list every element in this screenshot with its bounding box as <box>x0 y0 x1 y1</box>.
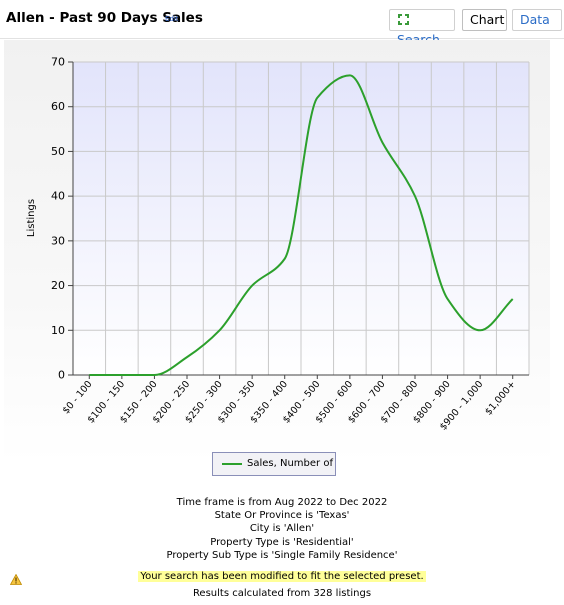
y-axis-label: Listings <box>26 199 37 237</box>
y-tick-label: 0 <box>58 369 65 382</box>
x-tick-label: $0 - 100 <box>61 379 95 416</box>
y-tick-label: 60 <box>51 100 65 113</box>
warning-message: Your search has been modified to fit the… <box>0 570 564 583</box>
info-line-city: City is 'Allen' <box>249 523 315 534</box>
y-tick-label: 70 <box>51 56 65 69</box>
info-line-property-sub-type: Property Sub Type is 'Single Family Resi… <box>166 550 398 561</box>
y-tick-label: 40 <box>51 190 65 203</box>
tab-chart-label: Chart <box>470 12 505 27</box>
edit-link[interactable]: Edit <box>165 15 179 23</box>
tab-data-label: Data <box>520 12 550 27</box>
search-expand-icon <box>397 12 410 32</box>
legend-series-label: Sales, Number of <box>247 458 333 469</box>
tab-chart[interactable]: Chart <box>462 9 507 31</box>
series-line-sales <box>89 74 514 376</box>
x-tick-label: $1,000+ <box>483 379 518 418</box>
info-line-timeframe: Time frame is from Aug 2022 to Dec 2022 <box>176 497 388 508</box>
y-tick-label: 10 <box>51 324 65 337</box>
results-summary: Results calculated from 328 listings <box>192 588 372 599</box>
warning-text: Your search has been modified to fit the… <box>138 571 426 582</box>
tab-data[interactable]: Data <box>512 9 562 31</box>
legend: Sales, Number of <box>212 452 336 476</box>
warning-icon <box>9 570 23 589</box>
y-tick-label: 30 <box>51 234 65 247</box>
info-line-state: State Or Province is 'Texas' <box>214 510 350 521</box>
legend-swatch <box>222 463 242 465</box>
y-tick-label: 20 <box>51 279 65 292</box>
y-tick-label: 50 <box>51 145 65 158</box>
info-line-property-type: Property Type is 'Residential' <box>210 537 354 548</box>
page-title: Allen - Past 90 Days Sales <box>6 10 203 26</box>
